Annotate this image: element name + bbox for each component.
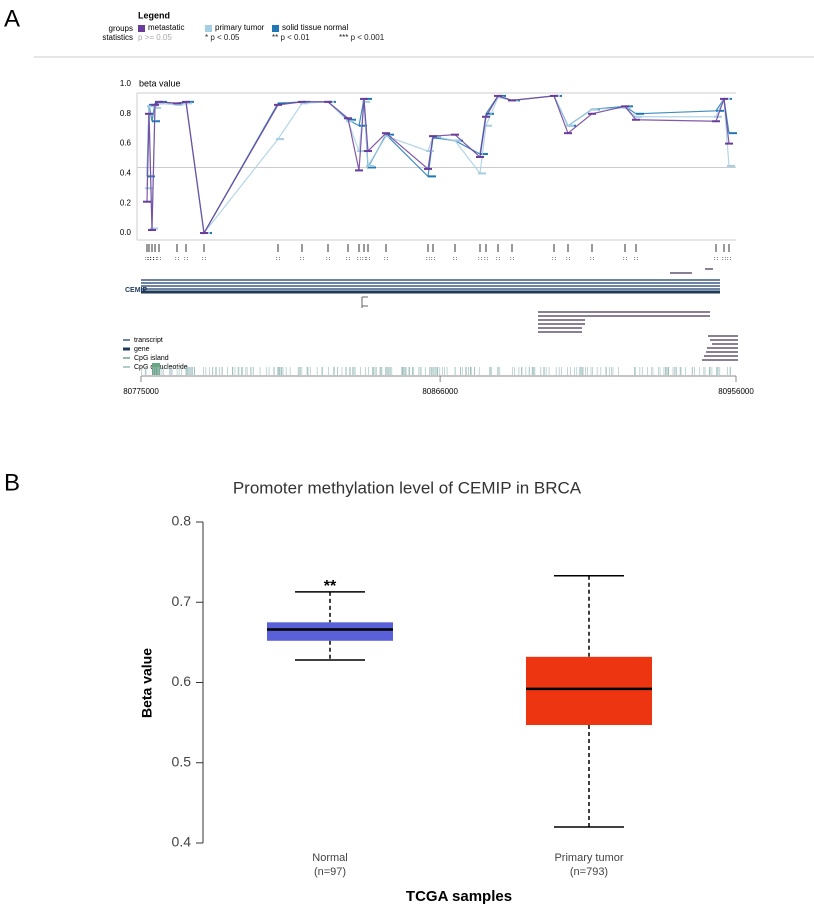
probe-stars: ∷ — [326, 257, 330, 263]
probe-stars: ∷ — [484, 257, 488, 263]
y-tick-label: 0.8 — [120, 109, 132, 118]
x-tick-label: 80956000 — [718, 387, 754, 396]
probe-stars: ∷ — [634, 257, 638, 263]
legend-entry: metastatic — [148, 23, 184, 32]
probe-stars: ∷ — [366, 257, 370, 263]
probe-stars: ∷ — [346, 257, 350, 263]
box — [267, 622, 393, 641]
y-tick-label: 1.0 — [120, 79, 132, 88]
legend-swatch — [205, 25, 212, 32]
probe-stars: ∷ — [362, 257, 366, 263]
y-tick-label: 0.2 — [120, 198, 132, 207]
probe-stars: ∷ — [552, 257, 556, 263]
probe-stars: ∷ — [276, 257, 280, 263]
legend-swatch — [138, 25, 145, 32]
track-legend-label: CpG dinucleotide — [134, 364, 188, 371]
x-axis-title: TCGA samples — [406, 888, 512, 905]
legend-entry: solid tissue normal — [282, 23, 348, 32]
y-axis-title: Beta value — [139, 648, 155, 718]
probe-stars: ∷ — [727, 257, 731, 263]
probe-stars: ∷ — [184, 257, 188, 263]
legend-label: statistics — [102, 33, 133, 42]
probe-stars: ∷ — [478, 257, 482, 263]
x-tick-label: 80775000 — [123, 387, 159, 396]
probe-stars: ∷ — [714, 257, 718, 263]
panel-label: B — [4, 469, 20, 496]
x-tick-label: 80866000 — [422, 387, 458, 396]
probe-stars: ∷ — [300, 257, 304, 263]
probe-stars: ∷ — [496, 257, 500, 263]
probe-stars: ∷ — [157, 257, 161, 263]
probe-stars: ∷ — [722, 257, 726, 263]
probe-stars: ∷ — [623, 257, 627, 263]
transcript-track — [361, 296, 368, 308]
probe-stars: ∷ — [175, 257, 179, 263]
probe-stars: ∷ — [426, 257, 430, 263]
y-tick-label: 0.4 — [120, 169, 132, 178]
y-tick-label: 0.7 — [172, 593, 192, 609]
statistic-label: * p < 0.05 — [205, 33, 240, 42]
statistic-label: p >= 0.05 — [138, 33, 172, 42]
legend-label: groups — [109, 24, 133, 33]
panel-label: A — [4, 5, 20, 32]
y-tick-label: 0.6 — [120, 139, 132, 148]
statistic-label: *** p < 0.001 — [339, 33, 385, 42]
gene-label: CEMIP — [125, 287, 148, 294]
x-tick-label: Primary tumor — [554, 852, 623, 864]
probe-stars: ∷ — [202, 257, 206, 263]
significance: ** — [324, 578, 337, 595]
probe-stars: ∷ — [590, 257, 594, 263]
y-tick-label: 0.0 — [120, 228, 132, 237]
probe-stars: ∷ — [431, 257, 435, 263]
y-axis-title: beta value — [139, 78, 181, 88]
y-tick-label: 0.8 — [172, 513, 192, 529]
box — [526, 656, 652, 726]
y-tick-label: 0.6 — [172, 673, 192, 689]
probe-stars: ∷ — [357, 257, 361, 263]
probe-stars: ∷ — [153, 257, 157, 263]
sample-size: (n=97) — [314, 866, 346, 878]
probe-stars: ∷ — [566, 257, 570, 263]
track-legend-label: gene — [134, 346, 150, 353]
x-tick-label: Normal — [312, 852, 347, 864]
probe-stars: ∷ — [453, 257, 457, 263]
legend-entry: primary tumor — [215, 23, 265, 32]
probe-stars: ∷ — [510, 257, 514, 263]
chart-title: Promoter methylation level of CEMIP in B… — [233, 478, 582, 497]
probe-stars: ∷ — [384, 257, 388, 263]
y-tick-label: 0.5 — [172, 753, 192, 769]
track-legend-label: transcript — [134, 337, 163, 344]
probe-stars: ∷ — [145, 257, 149, 263]
y-tick-label: 0.4 — [172, 834, 192, 850]
track-legend-label: CpG island — [134, 355, 169, 362]
probe-stars: ∷ — [150, 257, 154, 263]
legend-title: Legend — [138, 10, 170, 20]
legend-swatch — [272, 25, 279, 32]
statistic-label: ** p < 0.01 — [272, 33, 310, 42]
probe-stars: ∷ — [147, 257, 151, 263]
cpg-island — [152, 363, 160, 375]
sample-size: (n=793) — [570, 866, 608, 878]
